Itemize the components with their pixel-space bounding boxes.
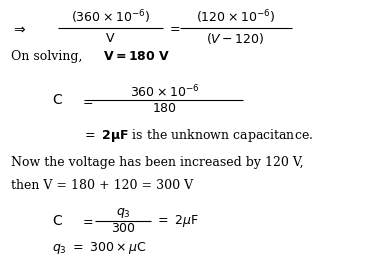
Text: $\mathrm{C}$: $\mathrm{C}$ bbox=[52, 214, 63, 228]
Text: $=$: $=$ bbox=[167, 21, 181, 34]
Text: $\Rightarrow$: $\Rightarrow$ bbox=[11, 21, 27, 36]
Text: Now the voltage has been increased by 120 V,: Now the voltage has been increased by 12… bbox=[11, 156, 304, 169]
Text: $=\ 2\mu\mathrm{F}$: $=\ 2\mu\mathrm{F}$ bbox=[155, 213, 199, 229]
Text: $(120\times10^{-6})$: $(120\times10^{-6})$ bbox=[196, 9, 275, 26]
Text: On solving,: On solving, bbox=[11, 50, 89, 63]
Text: then V = 180 + 120 = 300 V: then V = 180 + 120 = 300 V bbox=[11, 179, 193, 192]
Text: $q_3\ =\ 300\times\mu\mathrm{C}$: $q_3\ =\ 300\times\mu\mathrm{C}$ bbox=[52, 240, 147, 256]
Text: $=$: $=$ bbox=[80, 94, 94, 107]
Text: $360\times10^{-6}$: $360\times10^{-6}$ bbox=[130, 84, 199, 101]
Text: $300$: $300$ bbox=[111, 222, 136, 235]
Text: $=\ \mathbf{2\mu F}$ is the unknown capacitance.: $=\ \mathbf{2\mu F}$ is the unknown capa… bbox=[82, 127, 313, 144]
Text: $=$: $=$ bbox=[80, 214, 94, 227]
Text: $(360\times10^{-6})$: $(360\times10^{-6})$ bbox=[71, 9, 150, 26]
Text: $(V-120)$: $(V-120)$ bbox=[206, 31, 265, 46]
Text: $180$: $180$ bbox=[152, 102, 177, 115]
Text: $\mathrm{C}$: $\mathrm{C}$ bbox=[52, 93, 63, 107]
Text: $\mathbf{V = 180\ V}$: $\mathbf{V = 180\ V}$ bbox=[103, 50, 170, 63]
Text: $\mathrm{V}$: $\mathrm{V}$ bbox=[105, 32, 116, 45]
Text: $q_3$: $q_3$ bbox=[116, 206, 131, 220]
